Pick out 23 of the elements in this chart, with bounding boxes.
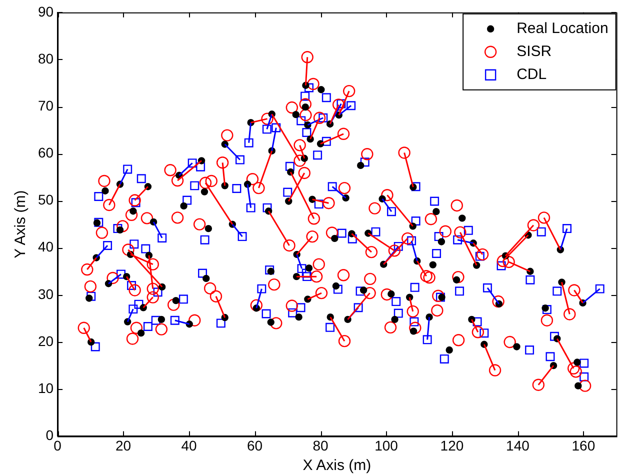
y-tick-label: 70 xyxy=(38,97,54,114)
x-tick-label: 160 xyxy=(572,437,596,454)
y-tick-label: 90 xyxy=(38,3,54,20)
y-tick-label: 20 xyxy=(38,332,54,349)
x-tick-label: 140 xyxy=(506,437,530,454)
legend-label: SISR xyxy=(516,43,552,60)
y-tick-label: 40 xyxy=(38,238,54,255)
x-tick-label: 100 xyxy=(374,437,398,454)
y-tick-label: 0 xyxy=(46,427,54,444)
y-tick-label: 80 xyxy=(38,50,54,66)
y-tick-label: 50 xyxy=(38,192,54,208)
x-tick-label: 20 xyxy=(116,437,132,454)
x-tick-label: 40 xyxy=(181,437,198,454)
y-axis-title: Y Axis (m) xyxy=(12,190,30,258)
legend-label: Real Location xyxy=(516,20,608,38)
y-tick-label: 30 xyxy=(38,286,54,302)
y-tick-label: 10 xyxy=(38,380,54,396)
x-tick-label: 60 xyxy=(246,437,263,454)
x-tick-label: 80 xyxy=(312,437,328,454)
y-tick-label: 60 xyxy=(38,144,54,161)
legend-label: CDL xyxy=(516,66,547,84)
x-axis-title: X Axis (m) xyxy=(302,457,372,474)
x-tick-label: 120 xyxy=(440,437,464,454)
